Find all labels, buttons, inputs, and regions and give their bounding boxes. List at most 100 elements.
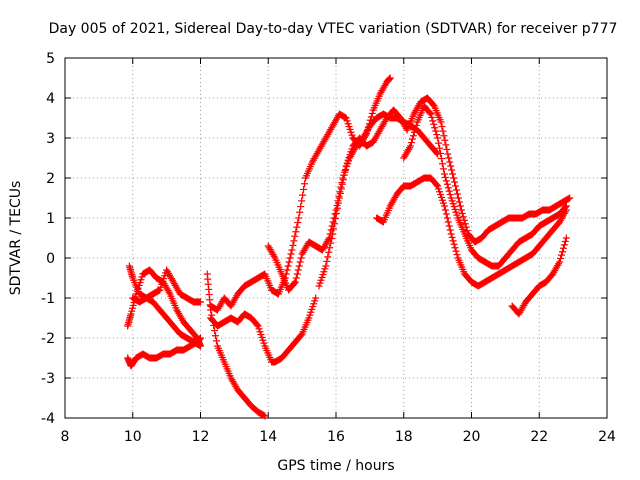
data-point [457, 206, 465, 214]
data-point [441, 136, 449, 144]
data-point [557, 255, 565, 263]
data-point [197, 334, 204, 342]
data-point [291, 278, 299, 286]
x-tick-label: 24 [598, 429, 616, 445]
x-tick-label: 14 [259, 429, 277, 445]
data-point [456, 202, 464, 210]
data-point [286, 254, 294, 262]
data-point [165, 288, 173, 296]
data-point [446, 191, 454, 199]
data-point [445, 154, 453, 162]
data-point [341, 167, 349, 175]
data-point [451, 178, 459, 186]
data-point [296, 258, 304, 266]
data-point [560, 241, 568, 249]
y-tick-label: 4 [46, 91, 55, 107]
data-point [212, 332, 220, 340]
data-point [451, 244, 459, 252]
y-tick-label: 2 [46, 171, 55, 187]
data-point [406, 144, 414, 152]
data-point [430, 120, 438, 128]
data-point [440, 132, 448, 140]
data-point [326, 244, 334, 252]
data-point [322, 262, 330, 270]
y-tick-label: 5 [46, 51, 55, 67]
data-point [449, 237, 457, 245]
data-point [367, 113, 375, 121]
data-point [444, 218, 452, 226]
data-point [407, 139, 415, 147]
data-point [296, 208, 304, 216]
data-point [448, 166, 456, 174]
x-tick-label: 8 [61, 429, 70, 445]
series-track-g [207, 74, 394, 314]
data-point [453, 190, 461, 198]
data-point [446, 226, 454, 234]
x-axis-label: GPS time / hours [277, 458, 394, 474]
data-point [427, 110, 435, 118]
data-point [323, 257, 331, 265]
y-tick-label: 0 [46, 251, 55, 267]
data-point [429, 117, 437, 125]
data-point [441, 206, 449, 214]
series-track-j [373, 174, 570, 290]
y-tick-label: -1 [41, 291, 55, 307]
data-point [312, 294, 320, 302]
data-point [443, 214, 451, 222]
data-point [562, 234, 570, 242]
data-point [443, 145, 451, 153]
data-point [333, 204, 341, 212]
data-point [558, 248, 566, 256]
x-tick-label: 20 [463, 429, 481, 445]
y-tick-label: 1 [46, 211, 55, 227]
data-point [434, 134, 442, 142]
data-point [386, 74, 394, 82]
data-point [330, 225, 338, 233]
data-point [433, 131, 441, 139]
data-point [459, 213, 467, 221]
y-tick-label: 3 [46, 131, 55, 147]
data-point [450, 240, 458, 248]
chart-title: Day 005 of 2021, Sidereal Day-to-day VTE… [49, 21, 618, 37]
data-point [556, 258, 564, 266]
data-point [297, 203, 305, 211]
data-point [432, 127, 440, 135]
data-point [438, 160, 446, 168]
data-point [329, 230, 337, 238]
data-point [561, 237, 569, 245]
data-point [448, 233, 456, 241]
data-point [411, 125, 419, 133]
data-point [295, 214, 303, 222]
x-tick-label: 12 [192, 429, 210, 445]
data-point [440, 170, 448, 178]
data-point [446, 158, 454, 166]
data-point [442, 210, 450, 218]
data-point [428, 113, 436, 121]
data-point [293, 270, 301, 278]
data-point [450, 174, 458, 182]
data-point [253, 321, 261, 329]
data-point [288, 246, 296, 254]
data-point [336, 189, 344, 197]
data-point [284, 262, 292, 270]
data-point [555, 260, 563, 268]
y-tick-label: -3 [41, 371, 55, 387]
data-point [292, 228, 300, 236]
data-point [368, 109, 376, 117]
data-point [287, 250, 295, 258]
data-point [294, 219, 302, 227]
series-track-k [400, 102, 570, 270]
data-point [328, 235, 336, 243]
data-point [558, 251, 566, 259]
series-track-f [207, 294, 320, 366]
data-point [197, 342, 204, 350]
data-point [407, 142, 415, 150]
data-point [449, 170, 457, 178]
data-point [439, 127, 447, 135]
data-point [436, 144, 444, 152]
data-point [197, 298, 204, 306]
data-point [447, 230, 455, 238]
data-point [452, 182, 460, 190]
data-point [298, 197, 306, 205]
